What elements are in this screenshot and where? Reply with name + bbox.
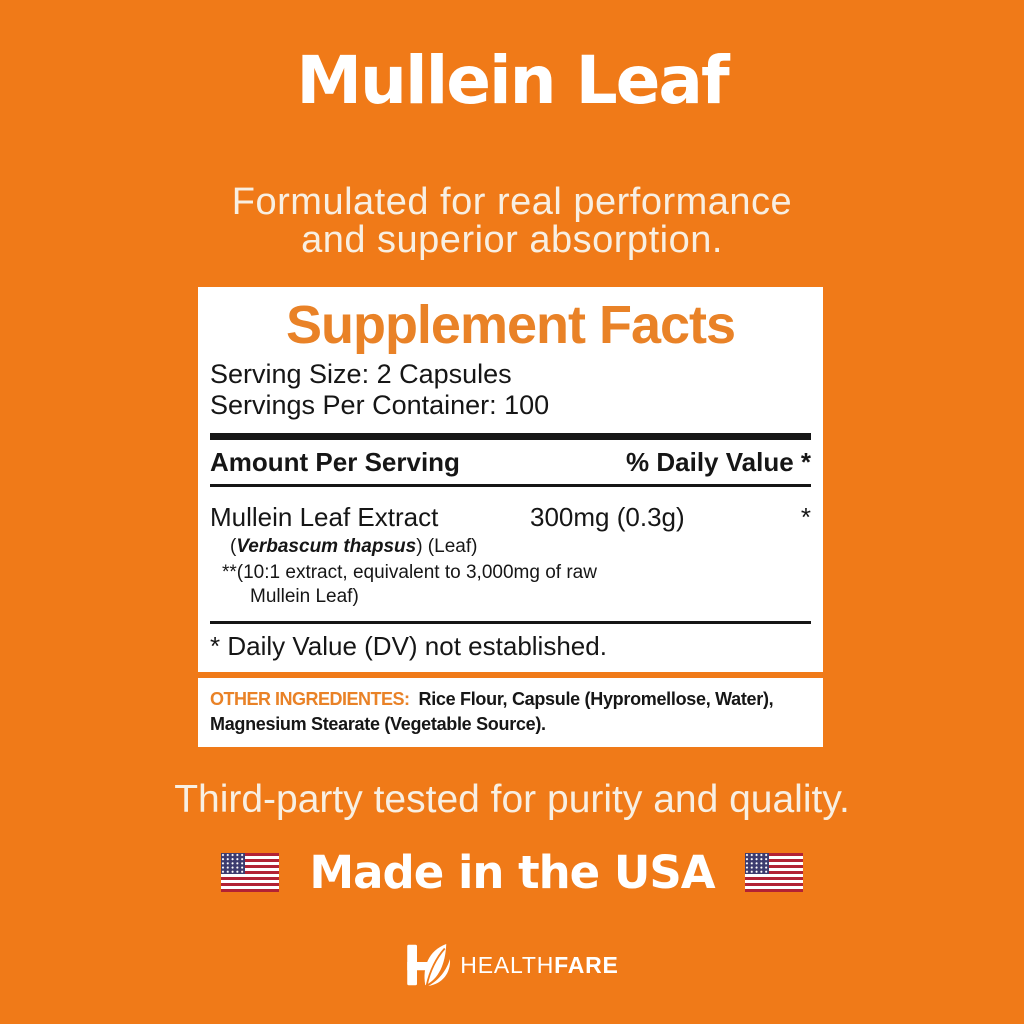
divider-thick: [210, 432, 811, 440]
servings-per-container: Servings Per Container: 100: [210, 390, 550, 421]
ingredient-row: Mullein Leaf Extract 300mg (0.3g) *: [210, 487, 811, 533]
supplement-facts-title: Supplement Facts: [285, 295, 736, 355]
brand-name-fare: FARE: [554, 951, 619, 978]
subtitle: Formulated for real performance and supe…: [0, 183, 1024, 259]
ingredient-name: Mullein Leaf Extract: [210, 501, 439, 532]
healthfare-leaf-icon: [407, 944, 451, 986]
brand-name-health: HEALTH: [460, 951, 555, 978]
us-flag-icon: [744, 853, 803, 892]
divider-thin: [210, 621, 811, 625]
ingredient-amount: 300mg (0.3g): [530, 501, 685, 532]
us-flag-canton: [744, 853, 769, 874]
brand-name: HEALTHFARE: [460, 952, 618, 979]
brand-logo: HEALTHFARE: [0, 942, 1024, 988]
page-title: Mullein Leaf: [296, 42, 729, 119]
amount-per-serving-label: Amount Per Serving: [210, 446, 460, 477]
supplement-facts-box: Supplement Facts Serving Size: 2 Capsule…: [198, 287, 823, 673]
made-in-usa-text: Made in the USA: [309, 846, 715, 899]
ingredient-daily-value: *: [800, 501, 811, 532]
botanical-name-line: (Verbascum thapsus) (Leaf): [230, 536, 811, 559]
daily-value-footnote: * Daily Value (DV) not established.: [210, 631, 607, 662]
daily-value-header: % Daily Value *: [626, 446, 811, 477]
serving-size: Serving Size: 2 Capsules: [210, 359, 512, 390]
supplement-facts-panel: Supplement Facts Serving Size: 2 Capsule…: [198, 287, 823, 747]
equivalence-note-line-1: **(10:1 extract, equivalent to 3,000mg o…: [222, 561, 597, 583]
subtitle-line-1: Formulated for real performance: [231, 181, 793, 223]
botanical-prefix: (: [230, 535, 237, 557]
subtitle-line-2: and superior absorption.: [301, 219, 723, 261]
botanical-suffix: ) (Leaf): [416, 535, 478, 557]
other-ingredients-text-1: Rice Flour, Capsule (Hypromellose, Water…: [418, 689, 774, 710]
quality-statement: Third-party tested for purity and qualit…: [174, 778, 850, 821]
other-ingredients-line-1: OTHER INGREDIENTES: Rice Flour, Capsule (…: [210, 687, 811, 712]
botanical-species: Verbascum thapsus: [236, 535, 417, 557]
equivalence-note-line-2: Mullein Leaf): [250, 586, 359, 608]
other-ingredients-label: OTHER INGREDIENTES:: [210, 689, 410, 710]
divider-thin: [210, 483, 811, 487]
other-ingredients-line-2: Magnesium Stearate (Vegetable Source).: [210, 714, 546, 734]
made-in-usa-row: Made in the USA: [0, 846, 1024, 899]
us-flag-icon: [221, 853, 280, 892]
facts-header-row: Amount Per Serving % Daily Value *: [210, 440, 811, 484]
other-ingredients-box: OTHER INGREDIENTES: Rice Flour, Capsule (…: [198, 678, 823, 747]
us-flag-canton: [221, 853, 246, 874]
